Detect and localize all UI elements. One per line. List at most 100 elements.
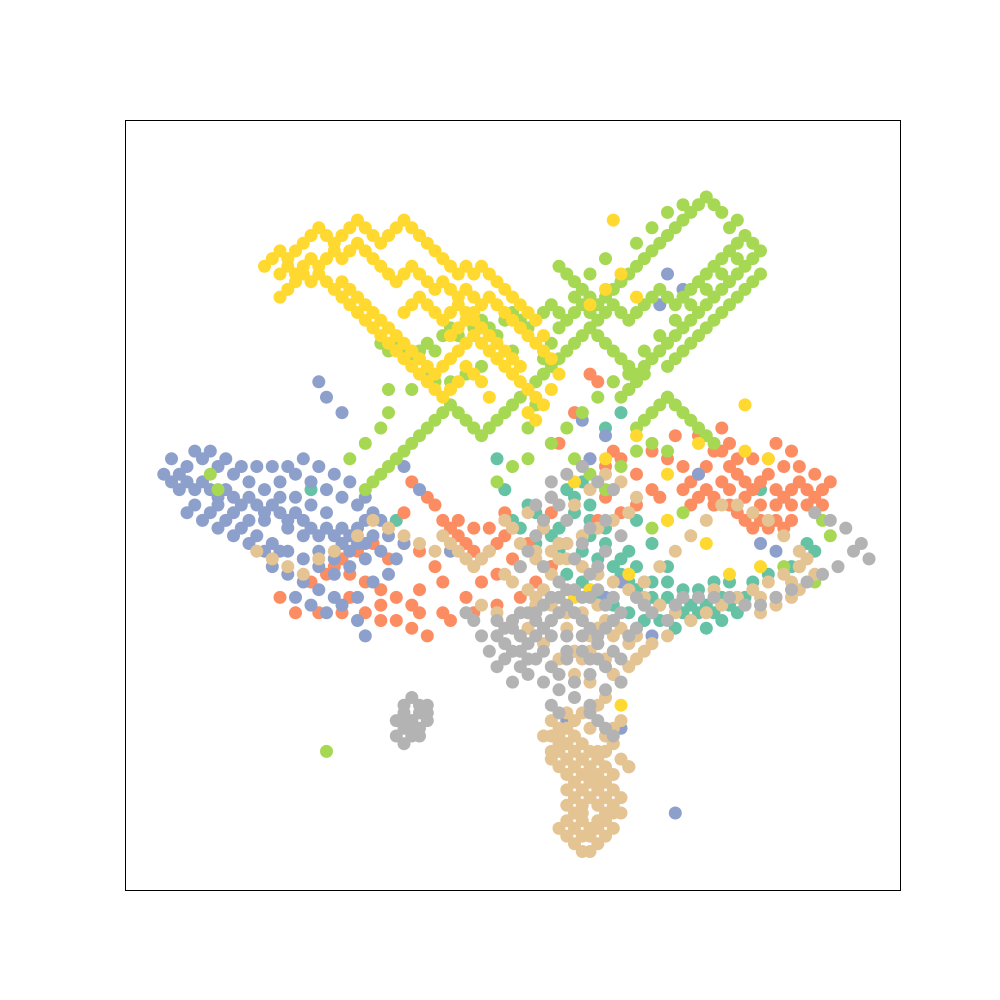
scatter-point-1-71 bbox=[715, 421, 729, 435]
scatter-point-2-57 bbox=[335, 521, 349, 535]
scatter-point-2-113 bbox=[413, 483, 426, 497]
scatter-point-2-126 bbox=[668, 806, 682, 820]
scatter-point-1-18 bbox=[769, 498, 783, 512]
scatter-point-4-173 bbox=[622, 567, 636, 581]
scatter-point-2-80 bbox=[335, 598, 349, 612]
scatter-point-3-152 bbox=[552, 259, 566, 273]
scatter-point-2-97 bbox=[219, 452, 233, 466]
scatter-point-2-90 bbox=[327, 467, 341, 481]
scatter-point-3-180 bbox=[374, 421, 388, 435]
scatter-point-3-200 bbox=[382, 383, 395, 396]
scatter-point-6-40 bbox=[575, 629, 589, 643]
scatter-point-6-30 bbox=[591, 637, 605, 651]
scatter-point-2-103 bbox=[227, 529, 240, 543]
scatter-point-5-128 bbox=[498, 513, 512, 527]
scatter-point-6-35 bbox=[568, 675, 581, 689]
scatter-point-6-60 bbox=[544, 629, 558, 643]
scatter-point-1-98 bbox=[413, 583, 426, 597]
scatter-point-3-181 bbox=[382, 406, 395, 420]
scatter-point-2-29 bbox=[335, 490, 349, 504]
scatter-point-5-116 bbox=[761, 575, 775, 589]
scatter-point-5-150 bbox=[397, 529, 411, 543]
scatter-point-5-149 bbox=[413, 537, 426, 550]
scatter-point-6-84 bbox=[568, 552, 581, 566]
scatter-point-3-170 bbox=[630, 444, 643, 458]
scatter-point-4-157 bbox=[738, 398, 752, 412]
scatter-point-4-36 bbox=[537, 329, 550, 343]
scatter-point-1-96 bbox=[389, 590, 403, 604]
scatter-point-0-46 bbox=[699, 621, 713, 635]
scatter-point-5-175 bbox=[730, 498, 744, 512]
scatter-point-5-140 bbox=[568, 498, 581, 512]
scatter-point-6-94 bbox=[560, 513, 574, 527]
scatter-point-6-139 bbox=[591, 475, 605, 489]
scatter-point-3-172 bbox=[661, 444, 674, 458]
scatter-point-3-171 bbox=[645, 436, 659, 450]
scatter-point-1-38 bbox=[723, 460, 736, 473]
scatter-point-4-168 bbox=[754, 560, 767, 574]
scatter-point-6-120 bbox=[839, 521, 853, 535]
scatter-point-3-130 bbox=[730, 213, 744, 227]
scatter-point-5-135 bbox=[622, 506, 636, 520]
scatter-point-2-91 bbox=[312, 460, 326, 473]
scatter-point-2-81 bbox=[351, 590, 364, 604]
scatter-point-6-113 bbox=[785, 583, 798, 597]
scatter-point-2-77 bbox=[289, 590, 302, 604]
scatter-point-3-178 bbox=[343, 452, 357, 466]
scatter-point-2-33 bbox=[273, 475, 287, 489]
scatter-point-2-31 bbox=[304, 475, 318, 489]
scatter-point-2-95 bbox=[250, 460, 264, 473]
scatter-point-3-183 bbox=[575, 406, 589, 420]
scatter-point-6-43 bbox=[630, 621, 643, 635]
scatter-point-1-31 bbox=[808, 467, 822, 481]
scatter-point-6-82 bbox=[397, 714, 411, 728]
scatter-point-3-158 bbox=[583, 267, 597, 281]
scatter-point-5-174 bbox=[715, 498, 729, 512]
scatter-point-3-182 bbox=[560, 421, 574, 435]
scatter-point-6-88 bbox=[614, 529, 628, 543]
scatter-point-6-111 bbox=[754, 598, 767, 612]
scatter-point-6-50 bbox=[513, 606, 527, 620]
scatter-point-3-176 bbox=[203, 467, 217, 481]
scatter-point-6-80 bbox=[389, 729, 403, 743]
scatter-point-1-117 bbox=[475, 575, 488, 589]
scatter-point-2-75 bbox=[312, 583, 326, 597]
scatter-point-2-130 bbox=[769, 544, 783, 558]
scatter-point-2-34 bbox=[258, 483, 271, 497]
scatter-point-6-104 bbox=[661, 614, 674, 627]
scatter-point-2-105 bbox=[196, 513, 209, 527]
scatter-point-5-67 bbox=[599, 791, 612, 805]
scatter-point-6-140 bbox=[606, 483, 620, 497]
scatter-point-4-149 bbox=[537, 398, 550, 412]
scatter-point-6-48 bbox=[544, 590, 558, 604]
scatter-point-5-45 bbox=[560, 783, 574, 797]
scatter-point-4-171 bbox=[614, 698, 628, 712]
scatter-point-3-210 bbox=[676, 506, 690, 520]
scatter-point-3-115 bbox=[637, 367, 651, 381]
scatter-point-2-132 bbox=[661, 267, 674, 281]
scatter-point-4-156 bbox=[583, 298, 597, 312]
scatter-point-5-155 bbox=[312, 552, 326, 566]
scatter-point-2-59 bbox=[304, 498, 318, 512]
scatter-point-6-110 bbox=[738, 598, 752, 612]
scatter-point-3-201 bbox=[405, 383, 419, 396]
scatter-point-6-93 bbox=[552, 498, 566, 512]
scatter-point-2-99 bbox=[188, 444, 202, 458]
scatter-point-5-148 bbox=[428, 544, 442, 558]
scatter-point-5-153 bbox=[351, 529, 364, 543]
scatter-point-4-160 bbox=[692, 436, 705, 450]
scatter-point-2-94 bbox=[265, 460, 279, 473]
scatter-point-1-32 bbox=[823, 475, 837, 489]
scatter-point-3-185 bbox=[606, 375, 620, 389]
scatter-point-1-49 bbox=[676, 460, 690, 473]
scatter-point-4-99 bbox=[482, 390, 496, 404]
scatter-point-1-129 bbox=[374, 614, 388, 627]
scatter-point-5-186 bbox=[661, 629, 674, 643]
scatter-point-1-72 bbox=[769, 436, 783, 450]
scatter-point-4-167 bbox=[723, 567, 736, 581]
scatter-point-1-51 bbox=[723, 436, 736, 450]
scatter-point-6-65 bbox=[560, 644, 574, 658]
scatter-point-4-126 bbox=[273, 290, 287, 304]
scatter-point-3-177 bbox=[211, 483, 225, 497]
